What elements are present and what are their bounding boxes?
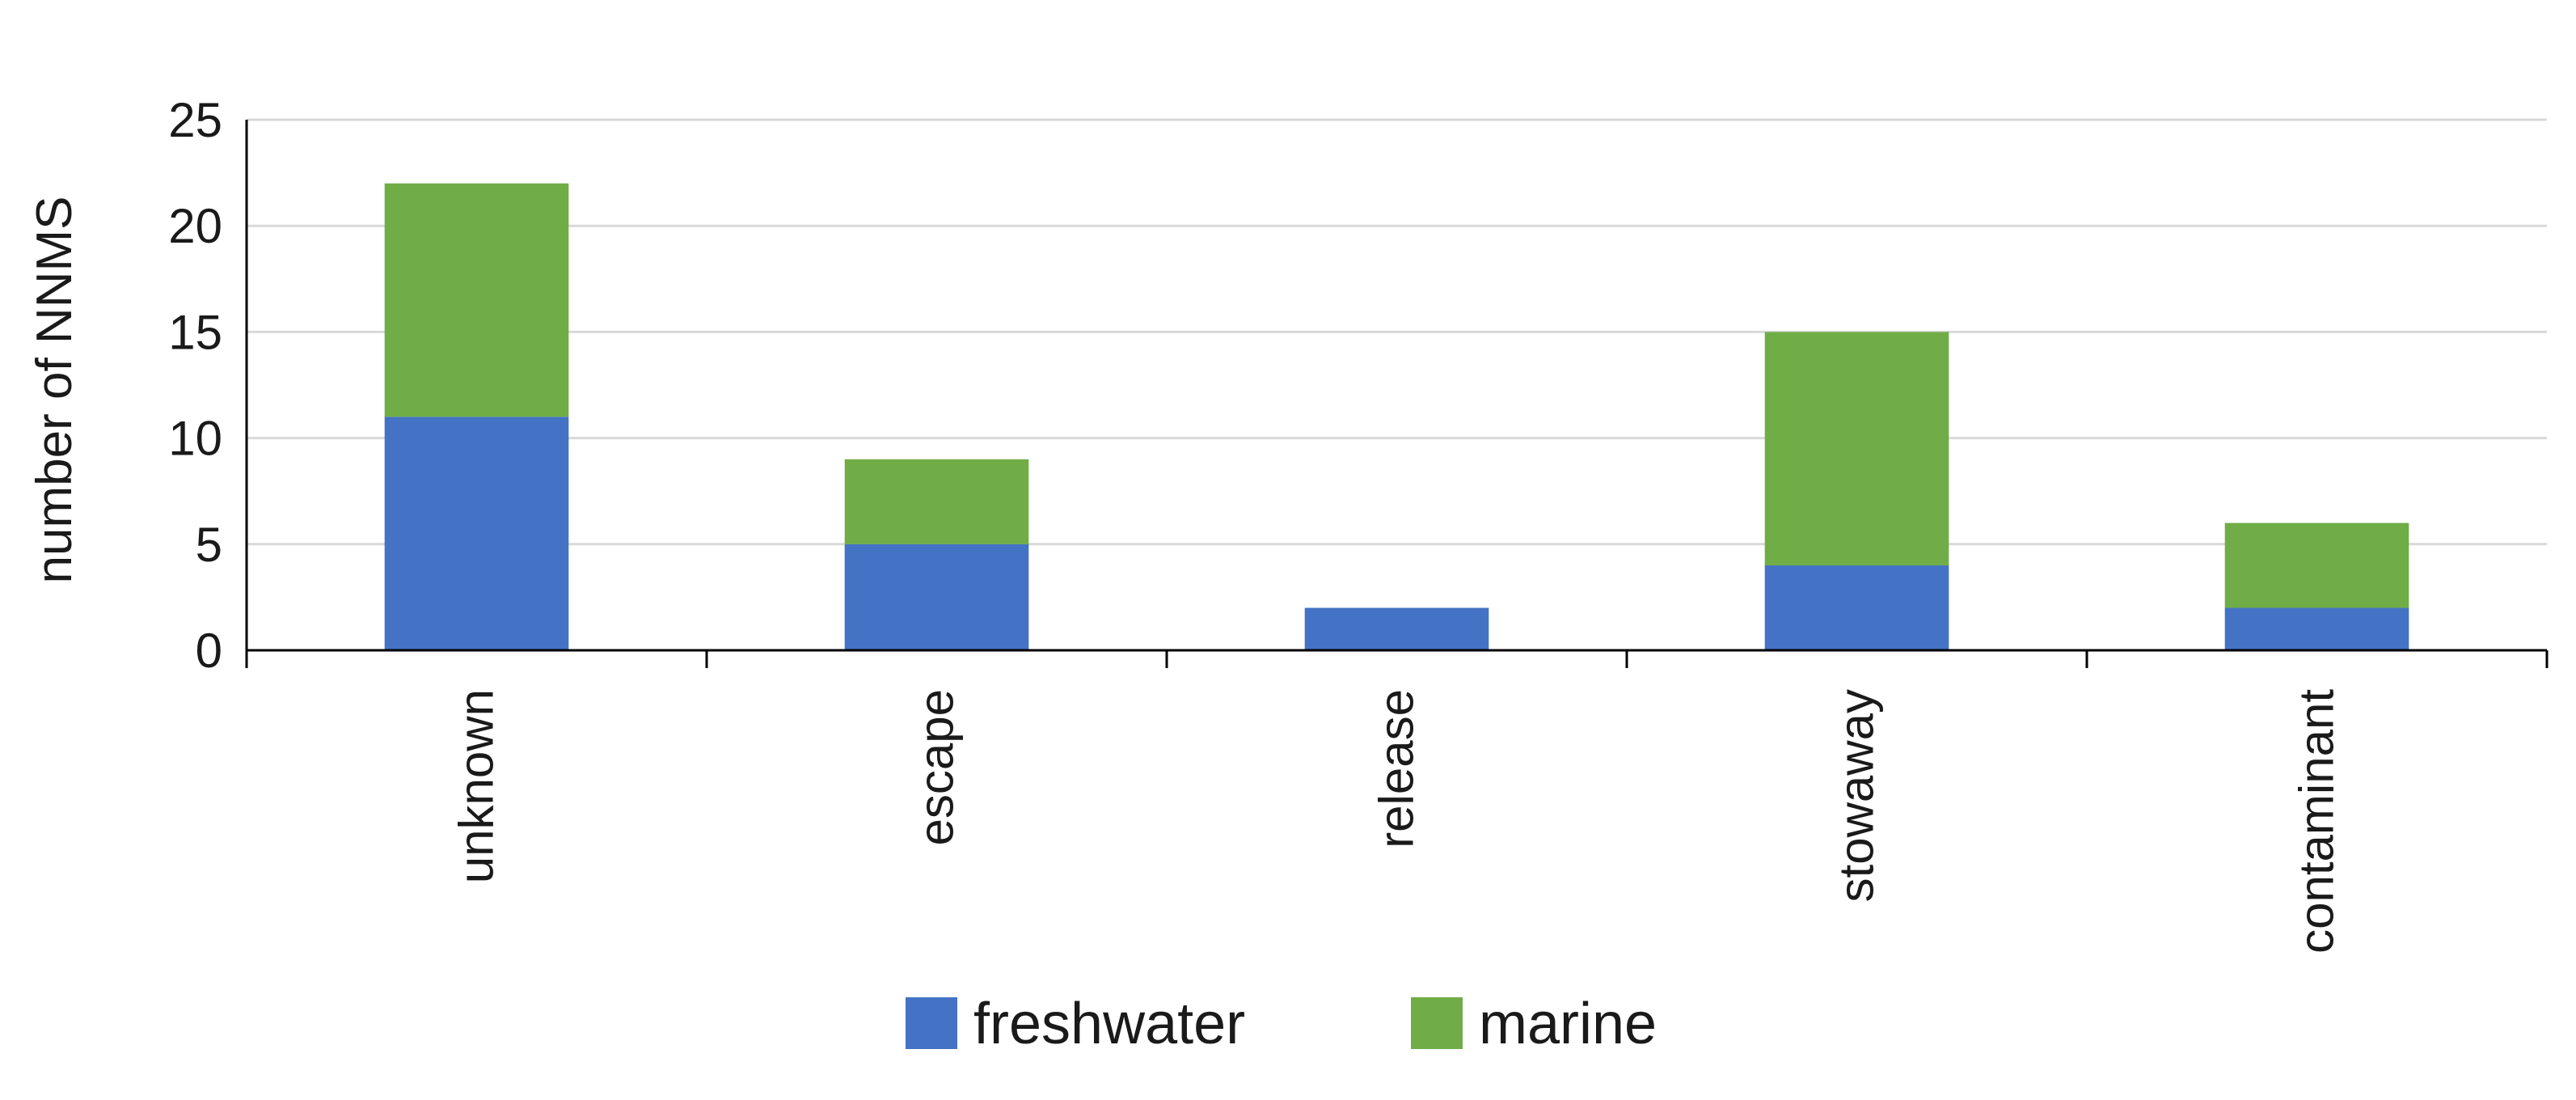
- category-labels: unknown escape release stowaway contaminant: [450, 689, 2344, 954]
- category-label-escape: escape: [910, 689, 964, 845]
- y-axis-title: number of NNMS: [27, 197, 82, 584]
- y-tick-label-20: 20: [168, 199, 222, 253]
- gridlines: [247, 118, 2547, 546]
- category-label-release: release: [1370, 689, 1424, 848]
- bar-freshwater-release: [1304, 607, 1489, 650]
- y-tick-label-15: 15: [168, 305, 222, 359]
- bar-marine-escape: [844, 459, 1029, 544]
- y-tick-label-0: 0: [196, 624, 222, 678]
- legend-label-marine: marine: [1479, 992, 1657, 1056]
- bar-marine-unknown: [384, 183, 569, 417]
- legend-label-freshwater: freshwater: [973, 992, 1245, 1056]
- category-label-contaminant: contaminant: [2290, 689, 2344, 954]
- axes: [245, 120, 2549, 668]
- y-tick-labels: 0 5 10 15 20 25: [168, 93, 222, 678]
- bar-freshwater-unknown: [384, 417, 569, 650]
- bar-marine-contaminant: [2224, 522, 2409, 608]
- y-tick-label-25: 25: [168, 93, 222, 147]
- y-tick-label-10: 10: [168, 412, 222, 466]
- bar-freshwater-contaminant: [2224, 607, 2409, 650]
- bar-freshwater-stowaway: [1764, 565, 1949, 650]
- bar-marine-stowaway: [1764, 332, 1949, 566]
- category-label-stowaway: stowaway: [1830, 689, 1884, 902]
- y-tick-label-5: 5: [196, 518, 222, 572]
- legend-swatch-freshwater: [906, 997, 957, 1049]
- legend-swatch-marine: [1411, 997, 1463, 1049]
- legend: freshwater marine: [906, 992, 1657, 1056]
- category-label-unknown: unknown: [450, 689, 504, 883]
- bars: [384, 183, 2409, 650]
- bar-freshwater-escape: [844, 544, 1029, 650]
